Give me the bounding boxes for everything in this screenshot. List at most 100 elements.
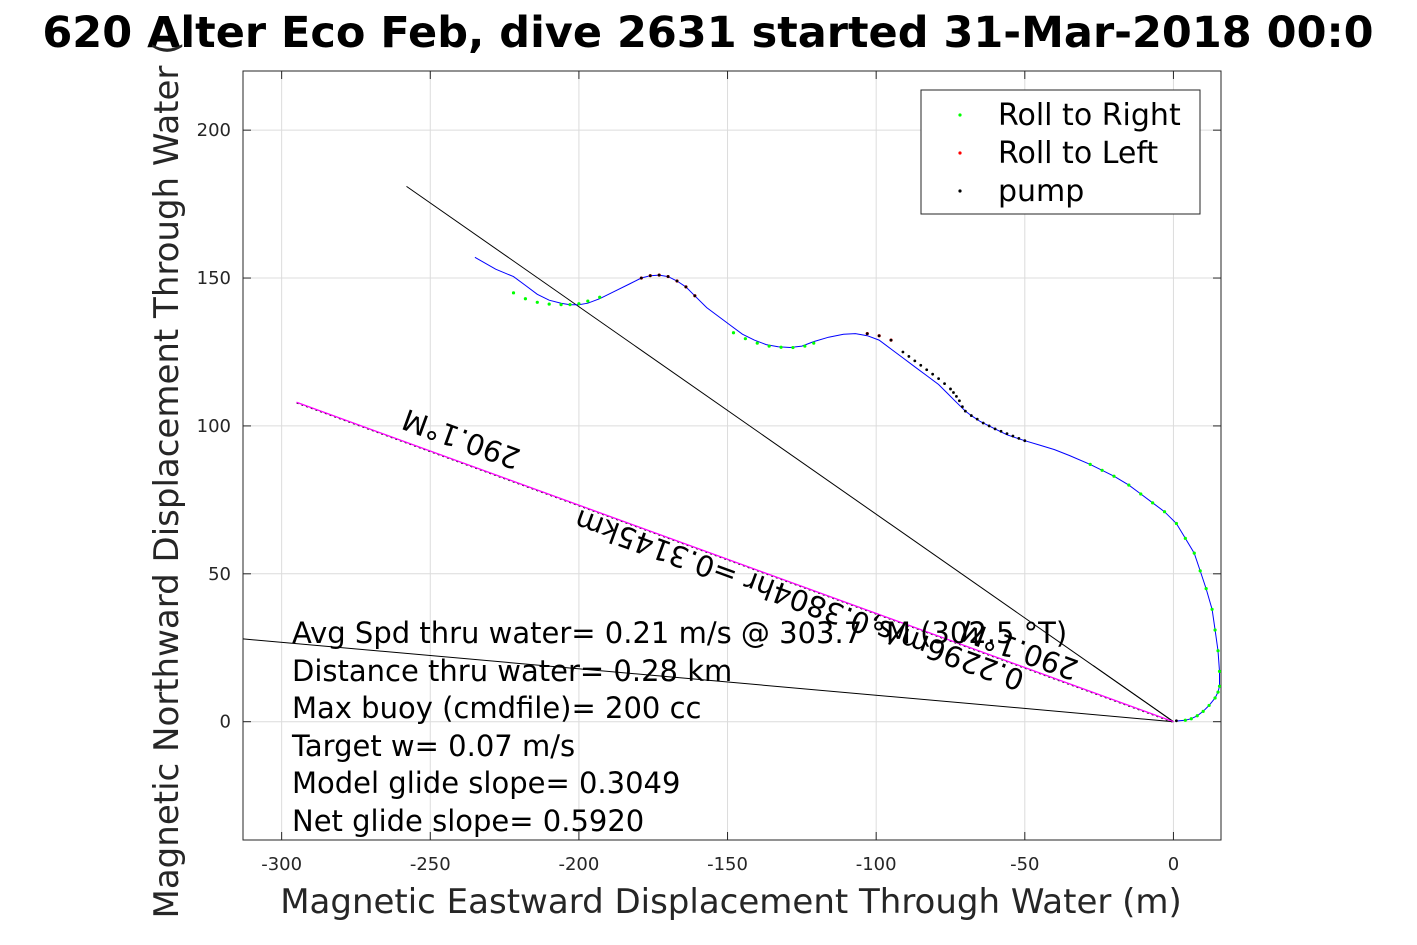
pump-point (684, 285, 688, 289)
roll-right-point (568, 303, 572, 307)
roll-right-point (523, 297, 528, 301)
pump-point (955, 394, 958, 398)
pump-point (981, 421, 985, 425)
roll-right-point (767, 344, 771, 348)
roll-right-point (1192, 551, 1196, 555)
pump-point (987, 424, 991, 428)
roll-right-point (1183, 536, 1187, 540)
pump-point (675, 279, 679, 283)
roll-right-point (1204, 586, 1208, 591)
pump-point (958, 399, 961, 403)
annotation-distance: Distance thru water= 0.28 km (292, 654, 732, 688)
annotation-max-buoy: Max buoy (cmdfile)= 200 cc (292, 691, 701, 725)
plot-area (242, 70, 1222, 841)
roll-right-point (1216, 690, 1220, 694)
roll-right-point (779, 345, 783, 349)
reference-line (243, 638, 1174, 723)
pump-point (639, 276, 643, 280)
pump-point (943, 382, 946, 386)
rotated-label-heading-1: 290.1°M (398, 402, 525, 476)
roll-right-point (791, 345, 795, 350)
annotation-target-w: Target w= 0.07 m/s (291, 729, 575, 763)
reference-line (406, 185, 1174, 723)
roll-right-point (586, 299, 590, 303)
current-line-shadow (296, 402, 1174, 723)
roll-right-point (1213, 696, 1217, 700)
pump-point (969, 414, 973, 417)
pump-point (952, 391, 955, 394)
roll-right-point (1183, 718, 1187, 722)
roll-right-point (1207, 703, 1211, 708)
roll-right-point (1195, 714, 1199, 718)
roll-right-point (1217, 669, 1221, 674)
reference-line (1092, 665, 1174, 723)
annotation-block: Avg Spd thru water= 0.21 m/s @ 303.7 °M … (291, 616, 1067, 838)
roll-right-point (1112, 474, 1116, 478)
chart-title: 620 Alter Eco Feb, dive 2631 started 31-… (42, 8, 1373, 58)
y-tick-label: 0 (220, 712, 231, 733)
pump-point (999, 429, 1003, 433)
x-tick-label: 0 (1168, 854, 1179, 875)
legend-label-roll-left: Roll to Left (998, 136, 1158, 171)
pump-point (1017, 436, 1021, 440)
pump-point (931, 372, 935, 376)
roll-right-point (1127, 483, 1131, 487)
roll-right-point (1151, 501, 1155, 505)
roll-right-point (1088, 462, 1092, 466)
x-tick-label: -250 (410, 854, 451, 875)
pump-point (975, 417, 979, 421)
current-line (296, 401, 1174, 723)
y-tick-label: 150 (197, 268, 231, 289)
pump-point (907, 355, 911, 358)
roll-right-point (1216, 649, 1220, 653)
legend-box (920, 89, 1201, 215)
roll-right-point (1198, 569, 1202, 573)
track-line (474, 256, 1220, 722)
roll-right-point (1174, 521, 1179, 526)
x-tick-label: -150 (707, 854, 748, 875)
pump-point (666, 275, 670, 278)
pump-point (925, 368, 929, 372)
annotation-model-glide: Model glide slope= 0.3049 (292, 766, 680, 800)
y-tick-label: 200 (197, 120, 231, 141)
pump-point (937, 377, 940, 380)
legend-marker-roll-left (958, 151, 962, 155)
pump-point (963, 409, 967, 413)
roll-right-point (559, 303, 563, 307)
pump-point (1023, 439, 1027, 443)
axis-ticks: -300 -250 -200 -150 -100 -50 0 0 50 100 150 200 (197, 71, 1221, 875)
x-tick-label: -50 (1010, 854, 1039, 875)
roll-right-point (511, 291, 516, 295)
annotation-avg-speed: Avg Spd thru water= 0.21 m/s @ 303.7 °M … (292, 616, 1067, 650)
reference-lines (243, 185, 1174, 723)
legend: Roll to Right Roll to Left pump (920, 89, 1201, 215)
y-tick-label: 50 (208, 564, 231, 585)
roll-right-point (547, 302, 551, 306)
pump-point (1175, 719, 1178, 723)
pump-point (960, 405, 964, 409)
roll-right-point (1210, 607, 1214, 611)
annotation-net-glide: Net glide slope= 0.5920 (292, 804, 644, 838)
roll-right-point (755, 341, 759, 345)
x-tick-label: -300 (261, 854, 302, 875)
pump-point (693, 294, 697, 298)
pump-point (865, 332, 869, 336)
pump-point (877, 334, 881, 338)
rotated-labels: 290.1°M 0.2296m/s,0.3804hr =0.3145km 290… (398, 402, 1083, 697)
roll-right-point (743, 337, 747, 341)
pump-point (913, 359, 917, 363)
pump-point (648, 274, 652, 278)
roll-right-point (812, 341, 816, 345)
pump-point (949, 387, 952, 391)
y-tick-label: 100 (197, 416, 231, 437)
roll-right-point (1100, 468, 1104, 472)
pump-point (1005, 432, 1009, 436)
roll-right-point (1162, 510, 1167, 514)
pump-point (901, 350, 905, 354)
y-axis-label: Magnetic Northward Displacement Through … (147, 42, 187, 919)
roll-right-point (535, 300, 539, 304)
roll-right-point (731, 331, 736, 335)
legend-label-roll-right: Roll to Right (998, 98, 1181, 133)
roll-right-point (1217, 684, 1221, 688)
